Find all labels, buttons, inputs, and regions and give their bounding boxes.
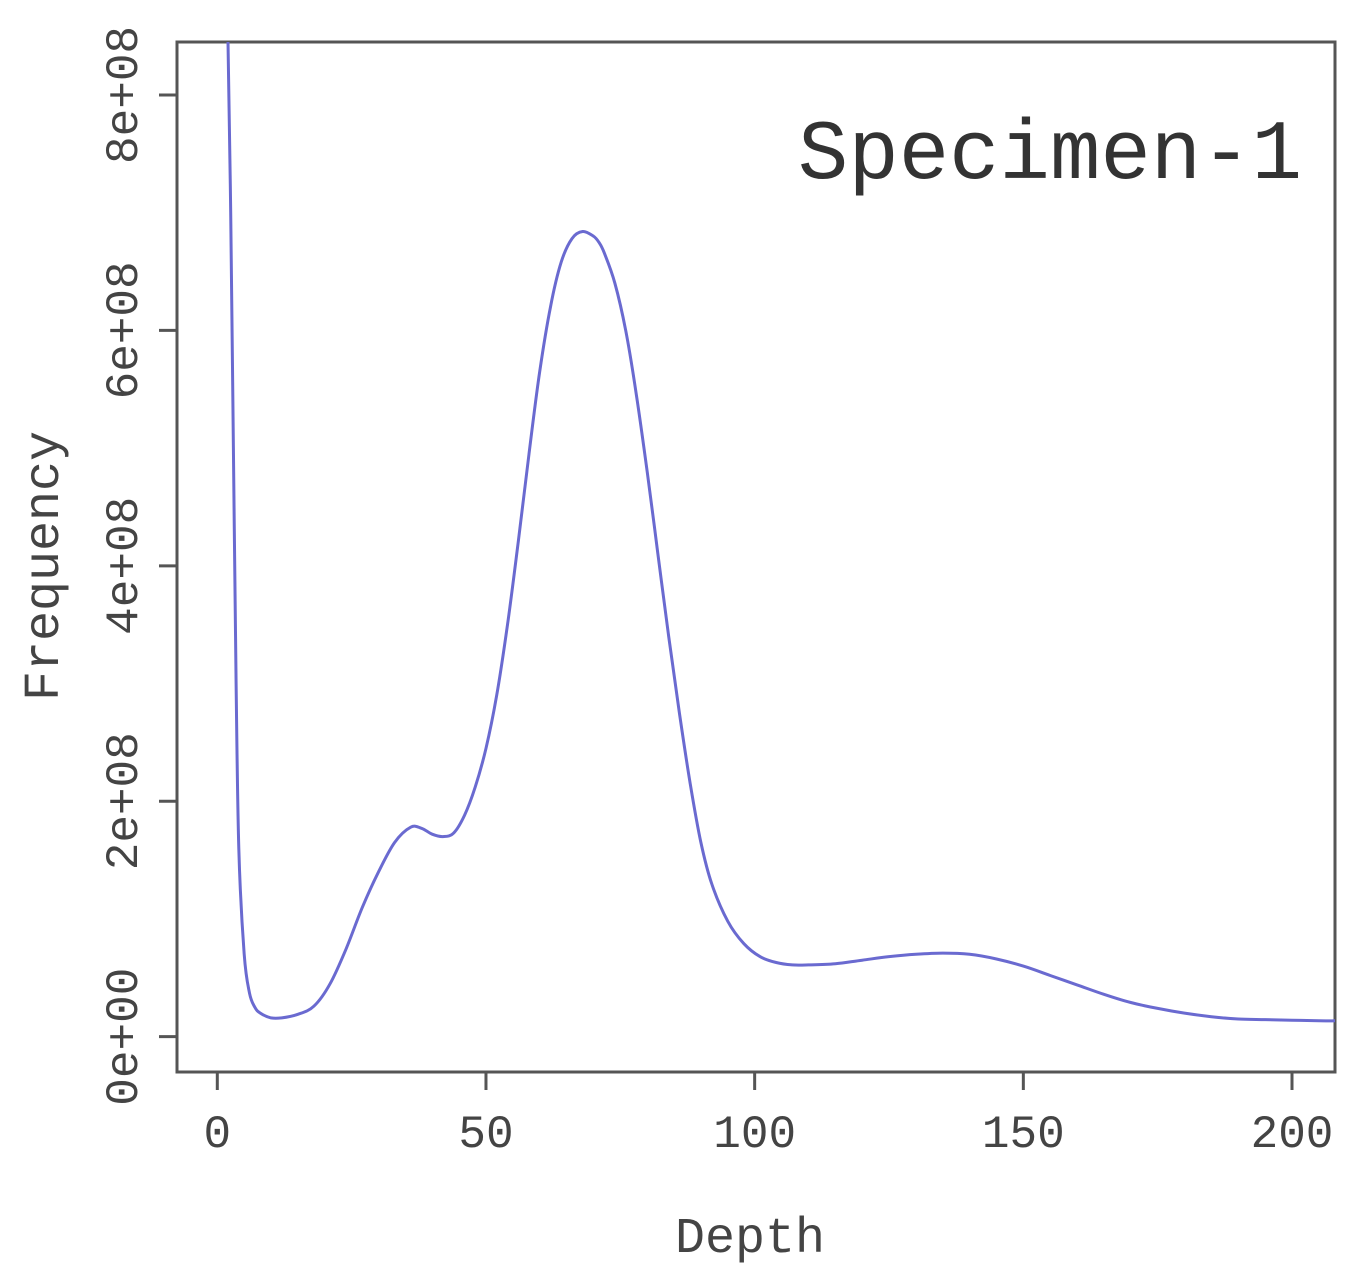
x-axis: 0 50 100 150 200 xyxy=(203,1072,1333,1161)
x-tick-label: 50 xyxy=(458,1109,513,1161)
y-axis: 0e+00 2e+08 4e+08 6e+08 8e+08 xyxy=(99,26,177,1106)
x-tick-label: 0 xyxy=(203,1109,231,1161)
series-layer xyxy=(226,41,1336,1023)
x-axis-label: Depth xyxy=(675,1211,825,1268)
plot-annotation: Specimen-1 xyxy=(798,109,1302,204)
x-tick-label: 100 xyxy=(713,1109,796,1161)
y-tick-label: 0e+00 xyxy=(99,968,151,1106)
y-tick-label: 6e+08 xyxy=(99,261,151,399)
y-axis-label: Frequency xyxy=(17,431,74,701)
y-tick-label: 4e+08 xyxy=(99,497,151,635)
y-tick-label: 8e+08 xyxy=(99,26,151,164)
x-tick-label: 200 xyxy=(1251,1109,1334,1161)
x-tick-label: 150 xyxy=(982,1109,1065,1161)
y-tick-label: 2e+08 xyxy=(99,732,151,870)
series-line xyxy=(226,41,1336,1023)
